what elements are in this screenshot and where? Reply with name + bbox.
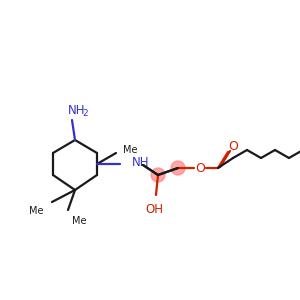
Text: OH: OH (145, 203, 163, 216)
Text: NH: NH (68, 103, 86, 116)
Text: Me: Me (72, 216, 86, 226)
Text: NH: NH (132, 155, 149, 169)
Ellipse shape (151, 168, 165, 182)
Text: 2: 2 (82, 109, 88, 118)
Ellipse shape (171, 161, 185, 175)
Text: O: O (228, 140, 238, 152)
Text: Me: Me (123, 145, 137, 155)
Text: Me: Me (29, 206, 43, 216)
Text: O: O (195, 161, 205, 175)
